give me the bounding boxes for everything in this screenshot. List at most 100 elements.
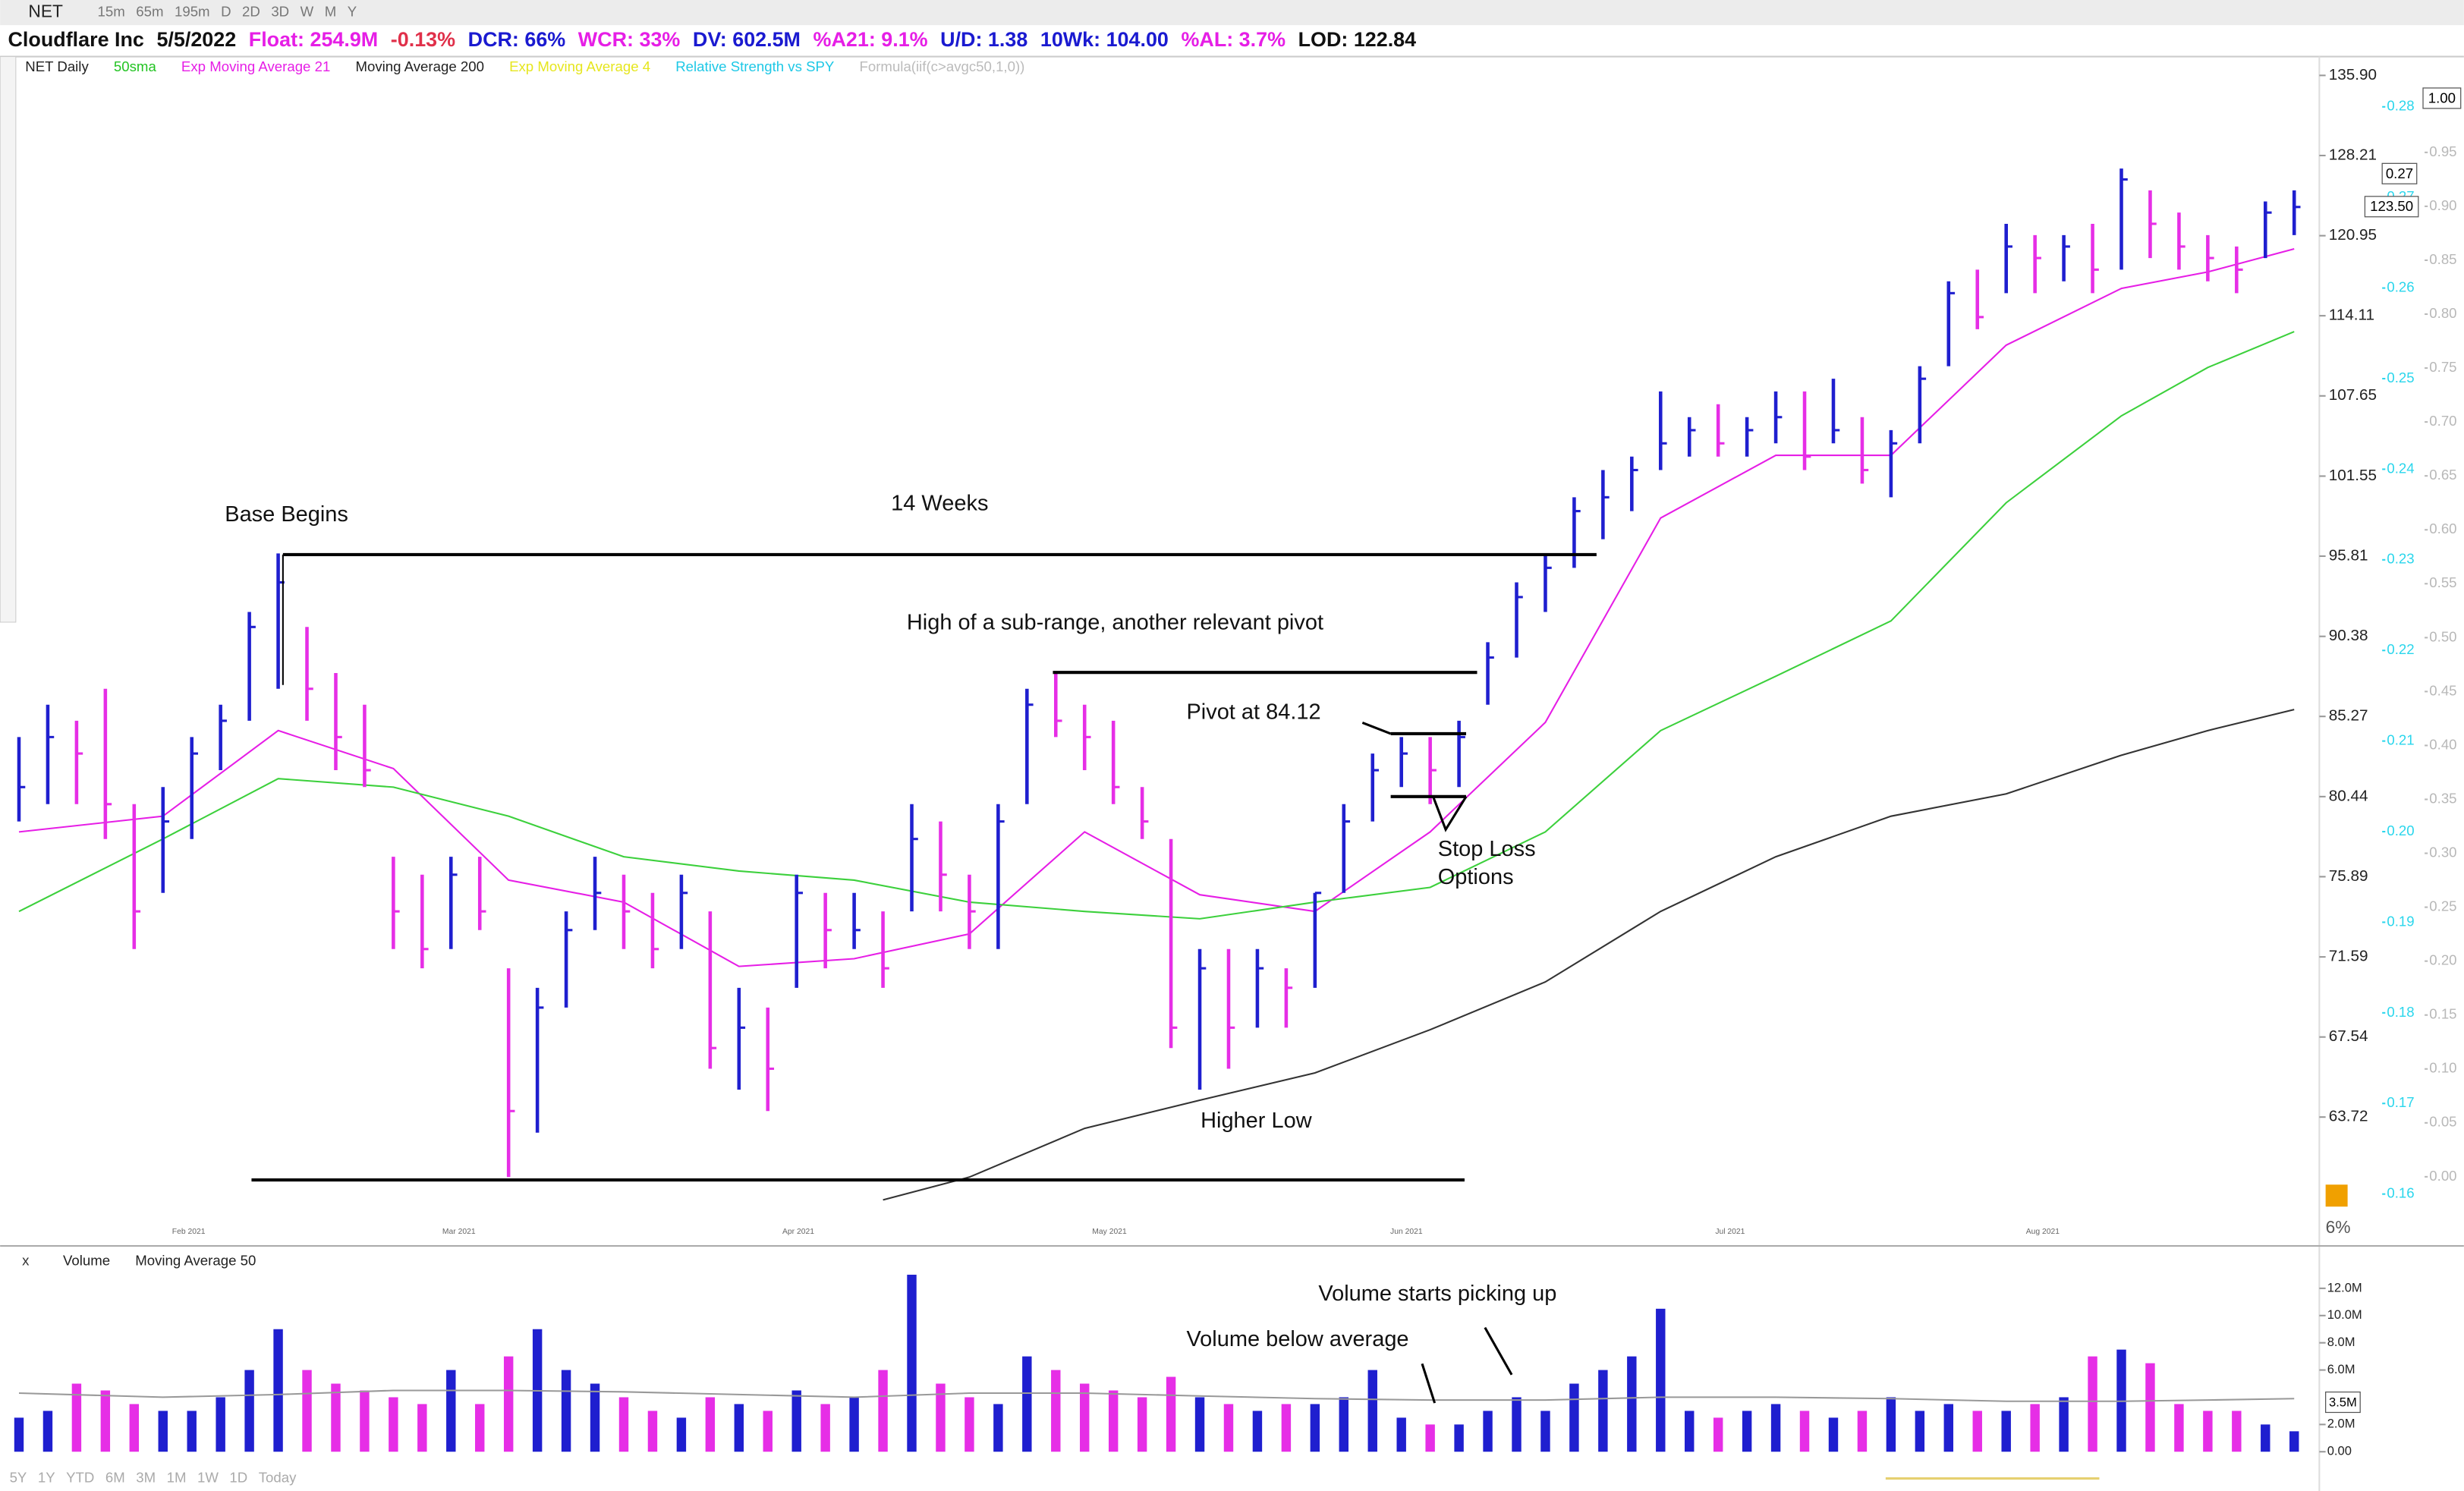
volume-bar xyxy=(965,1397,974,1452)
legend-item[interactable]: Exp Moving Average 21 xyxy=(181,58,330,74)
range-button[interactable]: 1D xyxy=(229,1469,247,1485)
volume-bar xyxy=(244,1370,254,1452)
volume-bar xyxy=(1540,1411,1550,1452)
vol-tick-label: 0.00 xyxy=(2327,1444,2352,1458)
volume-bar xyxy=(446,1370,456,1452)
volume-legend: x Volume Moving Average 50 xyxy=(22,1253,256,1269)
rs-tick-label: 0.90 xyxy=(2429,197,2456,213)
rs-tick-label: 0.00 xyxy=(2429,1168,2456,1184)
volume-bar xyxy=(2059,1397,2069,1452)
volume-bar xyxy=(849,1397,859,1452)
legend-item[interactable]: Formula(iif(c>avgc50,1,0)) xyxy=(859,58,1024,74)
range-buttons: 5Y 1Y YTD 6M 3M 1M 1W 1D Today xyxy=(10,1469,297,1485)
value-box xyxy=(2325,1391,2361,1414)
volume-bar xyxy=(1943,1404,1954,1452)
volume-bar xyxy=(187,1411,197,1452)
rs-tick-label: 0.28 xyxy=(2387,98,2414,114)
period-button[interactable]: 65m xyxy=(136,3,163,19)
y-tick-label: 63.72 xyxy=(2329,1108,2368,1125)
range-button[interactable]: 1M xyxy=(167,1469,187,1485)
volume-bar xyxy=(1223,1404,1234,1452)
volume-bar xyxy=(100,1390,111,1452)
volume-bar xyxy=(2261,1424,2270,1452)
y-tick-label: 128.21 xyxy=(2329,146,2377,163)
range-button[interactable]: 5Y xyxy=(10,1469,27,1485)
volume-bar xyxy=(14,1417,24,1452)
x-tick-label: Jul 2021 xyxy=(1715,1228,1745,1236)
volume-bar xyxy=(590,1383,600,1452)
annotation-arrow xyxy=(1432,795,1468,832)
annotation: Stop Loss xyxy=(1438,837,1536,861)
range-button[interactable]: YTD xyxy=(66,1469,94,1485)
period-button[interactable]: D xyxy=(221,3,231,19)
stat: U/D: 1.38 xyxy=(940,28,1027,51)
y-tick-label: 80.44 xyxy=(2329,787,2368,804)
rs-tick-label: 0.35 xyxy=(2429,790,2456,806)
volume-bar xyxy=(1627,1356,1637,1452)
volume-bar xyxy=(907,1274,917,1452)
period-button[interactable]: 195m xyxy=(175,3,210,19)
symbol[interactable]: NET xyxy=(28,2,63,21)
volume-bar xyxy=(820,1404,830,1452)
volume-bar xyxy=(1194,1397,1205,1452)
legend-item[interactable]: NET Daily xyxy=(25,58,89,74)
volume-bar xyxy=(936,1383,946,1452)
rs-tick-label: 0.22 xyxy=(2387,641,2414,657)
volume-bar xyxy=(2174,1404,2184,1452)
y-tick-label: 95.81 xyxy=(2329,546,2368,564)
volume-bar xyxy=(302,1370,312,1452)
period-button[interactable]: 15m xyxy=(98,3,125,19)
volume-bar xyxy=(1080,1383,1090,1452)
legend: NET Daily 50sma Exp Moving Average 21 Movin… xyxy=(25,58,1024,74)
rs-tick-label: 0.25 xyxy=(2387,370,2414,385)
volume-bar xyxy=(1915,1411,1925,1452)
legend-item[interactable]: 50sma xyxy=(114,58,157,74)
period-button[interactable]: Y xyxy=(348,3,357,19)
header: Cloudflare Inc 5/5/2022 Float: 254.9M -0.13… xyxy=(8,28,1417,51)
volume-bar xyxy=(1310,1404,1320,1452)
volume-bar xyxy=(1598,1370,1608,1452)
range-button[interactable]: 3M xyxy=(136,1469,156,1485)
volume-bar xyxy=(2001,1411,2011,1452)
legend-item[interactable]: Exp Moving Average 4 xyxy=(509,58,650,74)
legend-item[interactable]: Relative Strength vs SPY xyxy=(675,58,835,74)
range-button[interactable]: 1Y xyxy=(38,1469,55,1485)
range-button[interactable]: Today xyxy=(259,1469,297,1485)
annotation: High of a sub-range, another relevant pi… xyxy=(907,611,1323,635)
stat: %AL: 3.7% xyxy=(1181,28,1285,51)
rs-tick-label: 0.45 xyxy=(2429,682,2456,698)
volume-bar xyxy=(1828,1417,1839,1452)
annotation: 14 Weeks xyxy=(891,491,988,515)
y-tick-label: 114.11 xyxy=(2329,307,2374,324)
volume-pane: 12.0M 10.0M 8.0M 6.0M 2.0M 0.00 xyxy=(14,1274,2362,1458)
range-button[interactable]: 6M xyxy=(105,1469,125,1485)
stat: Float: 254.9M xyxy=(249,28,378,51)
rs-tick-label: 0.05 xyxy=(2429,1114,2456,1130)
volume-ma-label[interactable]: Moving Average 50 xyxy=(135,1253,256,1269)
last-price: 123.50 xyxy=(2370,198,2413,214)
period-button[interactable]: 2D xyxy=(242,3,260,19)
volume-bar xyxy=(647,1411,658,1452)
volume-bar xyxy=(561,1370,571,1452)
volume-label[interactable]: Volume xyxy=(63,1253,110,1269)
period-button[interactable]: M xyxy=(325,3,337,19)
range-button[interactable]: 1W xyxy=(197,1469,219,1485)
period-button[interactable]: W xyxy=(301,3,314,19)
rs-tick-label: 0.18 xyxy=(2387,1004,2414,1020)
toolbar: NET 15m 65m 195m D 2D 3D W M Y xyxy=(28,2,357,21)
company-name: Cloudflare Inc xyxy=(8,28,144,51)
close-x[interactable]: x xyxy=(22,1253,30,1269)
rs-tick-label: 0.70 xyxy=(2429,413,2456,429)
rs-tick-label: 0.75 xyxy=(2429,359,2456,375)
play-button[interactable] xyxy=(2325,1184,2348,1207)
volume-bar xyxy=(1425,1424,1435,1452)
legend-item[interactable]: Moving Average 200 xyxy=(355,58,483,74)
volume-bar xyxy=(158,1411,168,1452)
annotation-arrow xyxy=(1421,1363,1437,1404)
vol-tick-label: 12.0M xyxy=(2327,1280,2362,1294)
rs-tick-label: 0.50 xyxy=(2429,628,2456,644)
period-button[interactable]: 3D xyxy=(271,3,289,19)
annotation: Options xyxy=(1438,865,1514,889)
volume-bar xyxy=(1685,1411,1695,1452)
